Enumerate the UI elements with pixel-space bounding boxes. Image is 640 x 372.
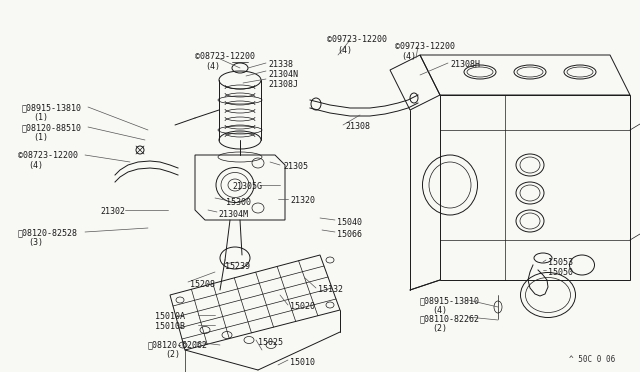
Text: Ⓧ08915-13810: Ⓧ08915-13810 bbox=[22, 103, 82, 112]
Text: 15010B: 15010B bbox=[155, 322, 185, 331]
Text: 15300: 15300 bbox=[226, 198, 251, 207]
Text: (3): (3) bbox=[28, 238, 43, 247]
Text: ©09723-12200: ©09723-12200 bbox=[327, 35, 387, 44]
Text: 15040: 15040 bbox=[337, 218, 362, 227]
Text: ^ 50C 0 06: ^ 50C 0 06 bbox=[569, 355, 615, 364]
Text: 15050: 15050 bbox=[548, 268, 573, 277]
Text: Ⓑ08120-88510: Ⓑ08120-88510 bbox=[22, 123, 82, 132]
Text: 15066: 15066 bbox=[337, 230, 362, 239]
Text: 15208: 15208 bbox=[190, 280, 215, 289]
Text: 15239: 15239 bbox=[225, 262, 250, 271]
Text: 21305G: 21305G bbox=[232, 182, 262, 191]
Text: Ⓑ08120-62062: Ⓑ08120-62062 bbox=[148, 340, 208, 349]
Text: 21320: 21320 bbox=[290, 196, 315, 205]
Text: ©09723-12200: ©09723-12200 bbox=[395, 42, 455, 51]
Text: 15010A: 15010A bbox=[155, 312, 185, 321]
Text: 21304N: 21304N bbox=[268, 70, 298, 79]
Text: 15025: 15025 bbox=[258, 338, 283, 347]
Text: 15053: 15053 bbox=[548, 258, 573, 267]
Text: Ⓑ08120-82528: Ⓑ08120-82528 bbox=[18, 228, 78, 237]
Text: (4): (4) bbox=[401, 52, 416, 61]
Text: (2): (2) bbox=[165, 350, 180, 359]
Text: (1): (1) bbox=[33, 133, 48, 142]
Text: Ⓧ08915-13810: Ⓧ08915-13810 bbox=[420, 296, 480, 305]
Text: (4): (4) bbox=[432, 306, 447, 315]
Text: 21338: 21338 bbox=[268, 60, 293, 69]
Text: (1): (1) bbox=[33, 113, 48, 122]
Text: ©08723-12200: ©08723-12200 bbox=[18, 151, 78, 160]
Text: 21308H: 21308H bbox=[450, 60, 480, 69]
Text: 21304M: 21304M bbox=[218, 210, 248, 219]
Text: 21308J: 21308J bbox=[268, 80, 298, 89]
Text: ©08723-12200: ©08723-12200 bbox=[195, 52, 255, 61]
Text: 15010: 15010 bbox=[290, 358, 315, 367]
Text: 15132: 15132 bbox=[318, 285, 343, 294]
Text: 15020: 15020 bbox=[290, 302, 315, 311]
Text: 21305: 21305 bbox=[283, 162, 308, 171]
Text: (2): (2) bbox=[432, 324, 447, 333]
Text: Ⓑ08110-82262: Ⓑ08110-82262 bbox=[420, 314, 480, 323]
Text: (4): (4) bbox=[28, 161, 43, 170]
Text: (4): (4) bbox=[205, 62, 220, 71]
Text: (4): (4) bbox=[337, 46, 352, 55]
Text: 21308: 21308 bbox=[345, 122, 370, 131]
Text: 21302: 21302 bbox=[100, 207, 125, 216]
